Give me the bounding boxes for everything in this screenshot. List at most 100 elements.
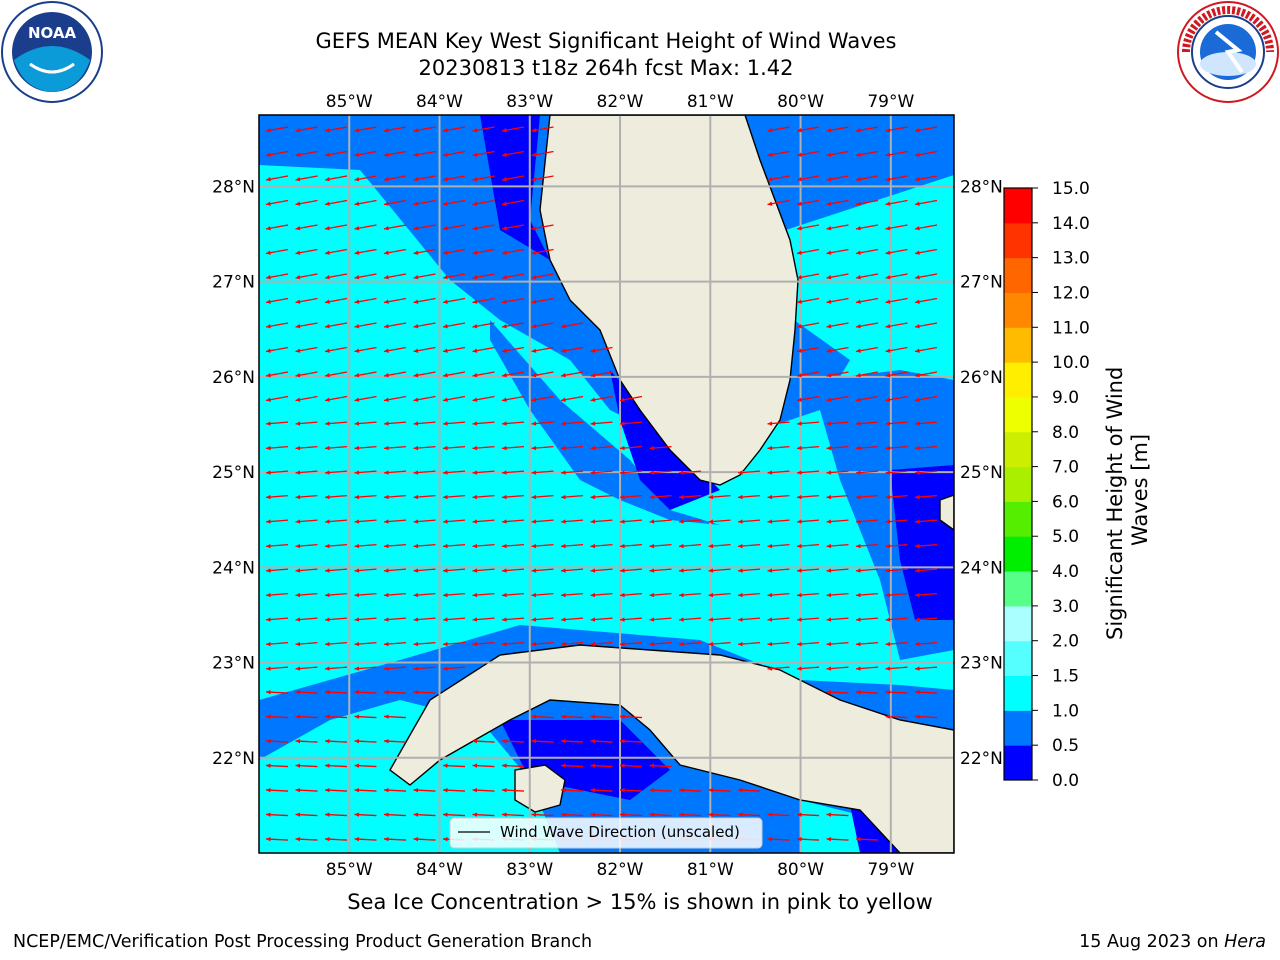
wave-direction-arrow (413, 224, 436, 231)
footer-date-text: 15 Aug 2023 on (1079, 932, 1225, 952)
wave-direction-arrow (265, 273, 289, 280)
wave-direction-arrow (295, 421, 318, 426)
wave-direction-arrow (324, 175, 348, 182)
wave-direction-arrow (914, 714, 938, 719)
wave-direction-arrow (560, 739, 584, 744)
wave-direction-arrow (855, 837, 879, 842)
wave-direction-arrow (590, 421, 613, 426)
wave-direction-arrow (472, 126, 495, 133)
wave-direction-arrow (914, 617, 938, 622)
wave-direction-arrow (442, 297, 466, 304)
wave-direction-arrow (383, 470, 407, 475)
wave-direction-arrow (295, 470, 318, 475)
wave-direction-arrow (354, 641, 377, 647)
wave-direction-arrow (560, 543, 584, 549)
wave-direction-arrow (265, 788, 289, 793)
wave-direction-arrow (324, 763, 348, 768)
wave-direction-arrow (560, 592, 584, 598)
wave-direction-arrow (826, 690, 849, 695)
wave-direction-arrow (796, 371, 820, 378)
wave-direction-arrow (472, 445, 495, 451)
wave-direction-arrow (265, 421, 289, 426)
wave-direction-arrow (914, 297, 938, 304)
lon-label-bottom: 81°W (687, 860, 734, 880)
wave-direction-arrow (767, 421, 790, 426)
wave-direction-arrow (265, 592, 289, 598)
wave-direction-arrow (531, 371, 554, 378)
wave-direction-arrow (826, 273, 849, 280)
wave-direction-arrow (914, 395, 938, 402)
wave-direction-arrow (472, 617, 495, 622)
wave-direction-arrow (914, 175, 938, 182)
wave-direction-arrow (796, 248, 820, 255)
arrow-legend: Wind Wave Direction (unscaled) (449, 817, 763, 849)
land-cuba (389, 644, 954, 853)
wave-direction-arrow (531, 150, 554, 157)
lat-label-left: 25°N (212, 463, 255, 483)
wave-direction-arrow (501, 739, 525, 744)
wave-direction-arrow (501, 641, 525, 647)
wave-direction-arrow (501, 395, 525, 402)
land-areas (389, 115, 954, 853)
wave-direction-arrow (383, 666, 407, 671)
wave-direction-arrow (442, 788, 466, 793)
wave-direction-arrow (796, 199, 820, 206)
wave-direction-arrow (354, 395, 377, 402)
wave-direction-arrow (914, 543, 938, 549)
wave-direction-arrow (796, 175, 820, 182)
wave-direction-arrow (442, 617, 466, 622)
lat-label-left: 26°N (212, 368, 255, 388)
wave-direction-arrow (826, 641, 849, 647)
wave-direction-arrow (501, 248, 525, 255)
wave-direction-arrow (501, 494, 525, 500)
wave-direction-arrow (826, 837, 849, 842)
wave-direction-arrow (767, 199, 790, 206)
wave-direction-arrow (383, 175, 407, 182)
colorbar-band (1004, 466, 1032, 502)
wave-direction-arrow (619, 641, 643, 647)
wave-direction-arrow (855, 150, 879, 157)
wave-direction-arrow (826, 322, 849, 329)
wave-direction-arrow (295, 371, 318, 378)
wave-direction-arrow (767, 592, 790, 598)
wave-direction-arrow (472, 788, 495, 793)
wave-direction-arrow (531, 322, 554, 329)
wave-direction-arrow (295, 224, 318, 231)
wave-direction-arrow (442, 494, 466, 500)
wave-direction-arrow (413, 346, 436, 353)
wave-direction-arrow (678, 617, 702, 622)
wave-direction-arrow (590, 812, 613, 817)
wave-direction-arrow (295, 150, 318, 157)
wave-direction-arrow (383, 395, 407, 402)
wave-direction-arrow (914, 150, 938, 157)
wave-direction-arrow (796, 470, 820, 475)
wave-direction-arrow (413, 199, 436, 206)
wave-direction-arrow (796, 837, 820, 842)
wave-direction-arrow (354, 763, 377, 768)
wave-direction-arrow (560, 714, 584, 719)
wave-direction-arrow (531, 494, 554, 500)
footer-host: Hera (1224, 932, 1266, 952)
wave-direction-arrow (295, 273, 318, 280)
wave-direction-arrow (560, 568, 584, 573)
colorbar-band (1004, 571, 1032, 607)
wave-direction-arrow (383, 592, 407, 598)
wave-direction-arrow (295, 739, 318, 744)
colorbar-band (1004, 327, 1032, 363)
wave-direction-arrow (442, 568, 466, 573)
wave-direction-arrow (354, 494, 377, 500)
wave-direction-arrow (354, 224, 377, 231)
wave-direction-arrow (472, 371, 495, 378)
wave-direction-arrow (855, 592, 879, 598)
wave-direction-arrow (354, 297, 377, 304)
wave-direction-arrow (826, 812, 849, 817)
wave-direction-arrow (590, 739, 613, 744)
wave-direction-arrow (560, 812, 584, 817)
wave-direction-arrow (708, 617, 731, 622)
wave-direction-arrow (354, 199, 377, 206)
wave-direction-arrow (649, 543, 672, 549)
wave-direction-arrow (619, 739, 643, 744)
wave-direction-arrow (885, 641, 908, 647)
wave-direction-arrow (265, 224, 289, 231)
wave-direction-arrow (383, 739, 407, 744)
